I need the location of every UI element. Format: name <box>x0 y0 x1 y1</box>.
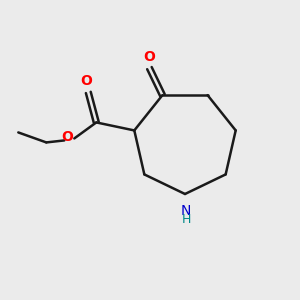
Text: H: H <box>181 213 191 226</box>
Text: O: O <box>61 130 73 144</box>
Text: N: N <box>181 204 191 218</box>
Text: O: O <box>80 74 92 88</box>
Text: O: O <box>143 50 155 64</box>
